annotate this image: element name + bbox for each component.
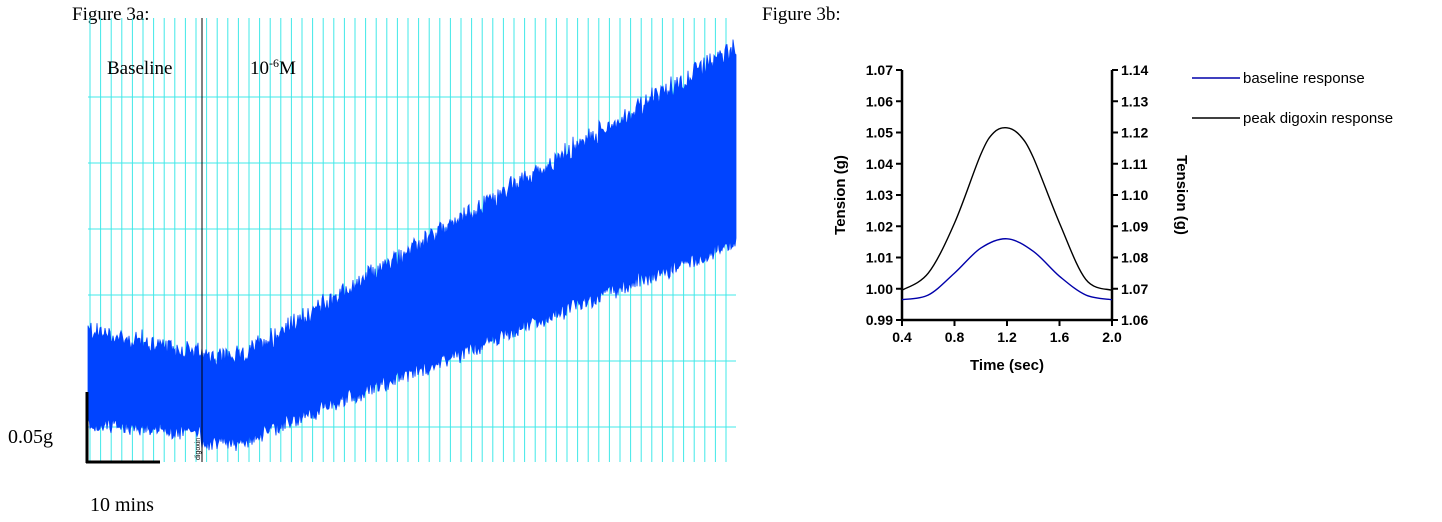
left-y-tick-label: 1.03: [866, 187, 893, 203]
x-tick-label: 0.8: [945, 329, 965, 345]
left-y-tick-label: 1.06: [866, 93, 893, 109]
right-y-tick-label: 1.10: [1121, 187, 1148, 203]
left-y-tick-label: 0.99: [866, 312, 893, 328]
left-y-axis-label: Tension (g): [832, 155, 849, 235]
right-y-tick-label: 1.08: [1121, 250, 1148, 266]
baseline-label: Baseline: [107, 58, 172, 79]
scale-bar-x-label: 10 mins: [90, 494, 154, 516]
series-line-baseline: [901, 238, 1113, 301]
left-y-tick-label: 1.05: [866, 125, 893, 141]
left-y-tick-label: 1.07: [866, 62, 893, 78]
right-y-tick-label: 1.06: [1121, 312, 1148, 328]
left-y-tick-label: 1.04: [866, 156, 893, 172]
x-tick-label: 2.0: [1102, 329, 1122, 345]
right-y-tick-label: 1.11: [1121, 156, 1148, 172]
right-y-tick-label: 1.09: [1121, 218, 1148, 234]
legend-label: baseline response: [1243, 70, 1365, 87]
x-axis-label: Time (sec): [970, 357, 1044, 374]
right-y-tick-label: 1.12: [1121, 125, 1148, 141]
left-y-tick-label: 1.00: [866, 281, 893, 297]
series-line-peak-digoxin: [901, 126, 1113, 291]
scale-bar-y-label: 0.05g: [8, 426, 53, 448]
right-y-axis-label: Tension (g): [1173, 155, 1190, 235]
left-y-tick-label: 1.01: [866, 250, 893, 266]
tension-trace: [87, 39, 737, 451]
figure-3a-title: Figure 3a:: [72, 4, 150, 25]
right-y-tick-label: 1.07: [1121, 281, 1148, 297]
concentration-label: 10-6M: [250, 56, 296, 79]
x-tick-label: 1.6: [1050, 329, 1070, 345]
right-y-tick-label: 1.13: [1121, 93, 1148, 109]
x-tick-label: 0.4: [892, 329, 912, 345]
right-y-tick-label: 1.14: [1121, 62, 1148, 78]
figure-3b-title: Figure 3b:: [762, 4, 841, 25]
x-tick-label: 1.2: [997, 329, 1017, 345]
legend-label: peak digoxin response: [1243, 110, 1393, 127]
digoxin-marker-label: digoxin: [195, 438, 202, 460]
left-y-tick-label: 1.02: [866, 218, 893, 234]
